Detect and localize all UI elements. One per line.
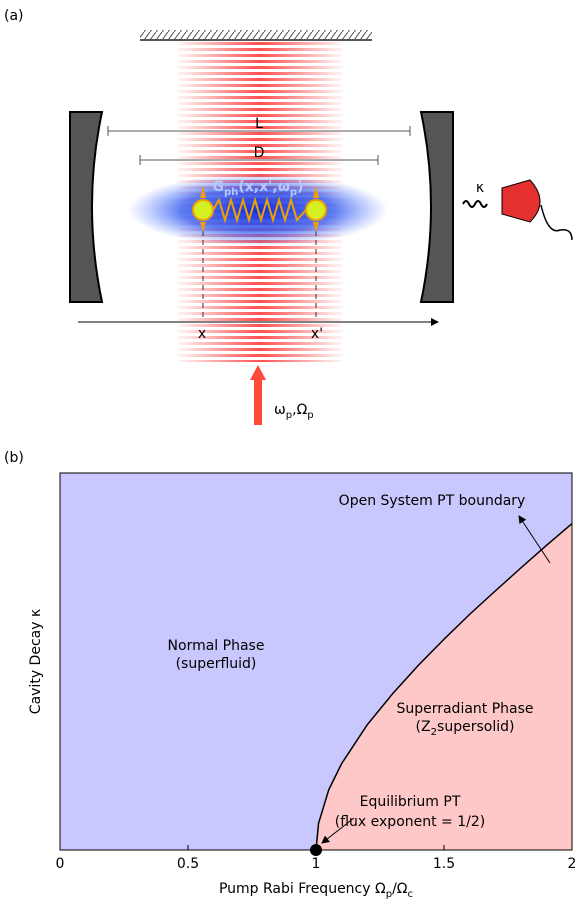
annotation: (flux exponent = 1/2) [335,814,485,830]
subscript: 2 [431,727,437,738]
position-label: x [198,326,206,342]
pump-label: ωp,Ωp [274,402,314,421]
text-part: Pump Rabi Frequency Ω [219,881,386,897]
x-tick-label: 2 [568,856,577,872]
text-part: ) [297,179,303,195]
subscript: ph [224,187,238,198]
region [60,473,572,850]
region-label: Superradiant Phase [396,701,533,717]
ceiling-hatch [140,30,372,40]
text-part: ,Ω [292,402,307,418]
length-label: L [255,116,263,132]
x-tick-label: 0.5 [177,856,199,872]
subscript: p [286,410,292,421]
emission-wave [462,200,488,208]
right-mirror [419,111,454,303]
annotation-arrow [321,817,355,844]
text-part: (x,x',ω [238,179,290,195]
text-part: ω [274,402,286,418]
panel-label: (b) [4,450,24,466]
x-tick-label: 0 [56,856,65,872]
region-note: (Z2supersolid) [416,719,515,738]
subscript: p [290,187,297,198]
critical-point [310,844,322,856]
text-part: supersolid) [437,719,514,735]
y-axis-label: Cavity Decay κ [28,609,44,714]
decay-label: κ [476,180,484,196]
text-part: (superfluid) [176,656,257,672]
panel-label: (a) [4,8,24,24]
atoms [192,199,327,221]
region [316,523,572,850]
spring [212,196,307,224]
detector [501,179,541,223]
annotation-arrow [518,515,551,564]
x-tick-label: 1 [312,856,321,872]
x-tick-label: 1.5 [433,856,455,872]
subscript: p [307,410,313,421]
text-part: (Z [416,719,431,735]
text-part: G [212,179,224,195]
annotation: Open System PT boundary [339,493,526,509]
length-bars [107,126,411,165]
detector-cable [540,204,573,241]
region-note: (superfluid) [176,656,257,672]
text-part: /Ω [392,881,408,897]
panel-b: (b) 0 0.5 1 1.5 2 Pump Rabi Frequency Ωp/Ωc Cav… [4,450,576,900]
subscript: p [386,889,392,900]
boundary-line [315,522,573,851]
green-function: Gph(x,x',ωp) [212,179,303,198]
atom-guides [202,222,317,320]
left-mirror [69,111,104,303]
x-axis-label: Pump Rabi Frequency Ωp/Ωc [219,881,413,900]
pump-arrow [250,365,266,425]
length-label: D [254,145,265,161]
subscript: c [408,889,414,900]
region-label: Normal Phase [168,638,265,654]
annotation: Equilibrium PT [360,794,461,810]
position-label: x' [311,326,323,342]
atom-spikes [200,186,319,232]
